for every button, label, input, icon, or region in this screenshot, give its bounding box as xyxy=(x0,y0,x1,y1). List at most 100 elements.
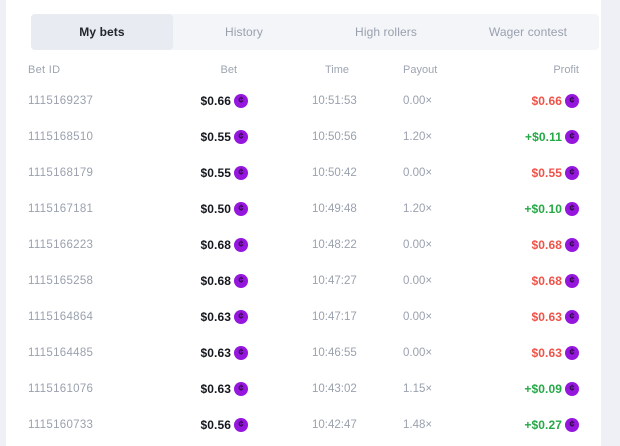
bet-payout: 1.20× xyxy=(403,131,433,143)
coin-icon: ¢ xyxy=(565,382,579,396)
bet-profit: +$0.11 xyxy=(525,130,562,144)
bet-profit-cell: $0.55 ¢ xyxy=(523,166,579,180)
bet-id-cell: 1115168510 xyxy=(28,131,94,143)
bet-time: 10:47:17 xyxy=(312,311,357,323)
bet-amount: $0.56 xyxy=(200,418,231,432)
bet-time: 10:49:48 xyxy=(312,203,357,215)
bet-amount: $0.55 xyxy=(200,130,231,144)
tab-wager-contest[interactable]: Wager contest xyxy=(488,25,568,39)
bet-row[interactable]: 1115165258 $0.68 ¢ 10:47:27 0.00× $0.68 ¢ xyxy=(6,263,601,299)
coin-icon: ¢ xyxy=(565,418,579,432)
bet-payout: 1.15× xyxy=(403,383,433,395)
bet-row[interactable]: 1115164864 $0.63 ¢ 10:47:17 0.00× $0.63 ¢ xyxy=(6,299,601,335)
bet-time: 10:50:42 xyxy=(312,167,357,179)
bet-id-cell: 1115165258 xyxy=(28,275,94,287)
bet-payout: 0.00× xyxy=(403,239,433,251)
bet-profit-cell: $0.68 ¢ xyxy=(523,238,579,252)
bet-amount-cell: $0.66 ¢ xyxy=(178,94,248,108)
bet-row[interactable]: 1115161076 $0.63 ¢ 10:43:02 1.15× +$0.09 ¢ xyxy=(6,371,601,407)
bet-profit-cell: +$0.11 ¢ xyxy=(523,130,579,144)
bet-payout: 0.00× xyxy=(403,275,433,287)
bet-time: 10:50:56 xyxy=(312,131,357,143)
bet-amount: $0.63 xyxy=(200,310,231,324)
header-time: Time xyxy=(325,64,350,76)
bet-row[interactable]: 1115168179 $0.55 ¢ 10:50:42 0.00× $0.55 ¢ xyxy=(6,155,601,191)
bet-id-cell: 1115160733 xyxy=(28,419,94,431)
bet-amount-cell: $0.50 ¢ xyxy=(178,202,248,216)
bet-time: 10:46:55 xyxy=(312,347,357,359)
bet-profit: $0.63 xyxy=(531,346,562,360)
table-header-row: Bet ID Bet Time Payout Profit xyxy=(6,57,601,83)
coin-icon: ¢ xyxy=(234,202,248,216)
bet-amount: $0.63 xyxy=(200,346,231,360)
bet-profit-cell: $0.63 ¢ xyxy=(523,346,579,360)
bet-payout: 0.00× xyxy=(403,167,433,179)
coin-icon: ¢ xyxy=(565,166,579,180)
coin-icon: ¢ xyxy=(565,274,579,288)
bet-id-cell: 1115164864 xyxy=(28,311,94,323)
coin-icon: ¢ xyxy=(565,202,579,216)
bet-id-cell: 1115161076 xyxy=(28,383,94,395)
bet-amount: $0.63 xyxy=(200,382,231,396)
bet-profit: +$0.27 xyxy=(524,418,562,432)
bet-id-cell: 1115168179 xyxy=(28,167,94,179)
bet-payout: 1.48× xyxy=(403,419,433,431)
bet-amount-cell: $0.68 ¢ xyxy=(178,238,248,252)
bet-profit-cell: $0.66 ¢ xyxy=(523,94,579,108)
bet-row[interactable]: 1115164485 $0.63 ¢ 10:46:55 0.00× $0.63 ¢ xyxy=(6,335,601,371)
bet-amount-cell: $0.55 ¢ xyxy=(178,130,248,144)
bet-profit-cell: $0.68 ¢ xyxy=(523,274,579,288)
bet-row[interactable]: 1115167181 $0.50 ¢ 10:49:48 1.20× +$0.10 ¢ xyxy=(6,191,601,227)
bet-amount-cell: $0.63 ¢ xyxy=(178,346,248,360)
bet-amount: $0.55 xyxy=(200,166,231,180)
coin-icon: ¢ xyxy=(234,274,248,288)
coin-icon: ¢ xyxy=(565,130,579,144)
bet-time: 10:42:47 xyxy=(312,419,357,431)
coin-icon: ¢ xyxy=(234,166,248,180)
bet-amount: $0.68 xyxy=(200,274,231,288)
bet-profit-cell: $0.63 ¢ xyxy=(523,310,579,324)
bets-panel: My bets History High rollers Wager conte… xyxy=(6,0,601,446)
coin-icon: ¢ xyxy=(234,94,248,108)
bet-row[interactable]: 1115166223 $0.68 ¢ 10:48:22 0.00× $0.68 ¢ xyxy=(6,227,601,263)
bet-amount: $0.68 xyxy=(200,238,231,252)
bet-amount-cell: $0.63 ¢ xyxy=(178,382,248,396)
bet-id-cell: 1115167181 xyxy=(28,203,94,215)
bet-id-cell: 1115166223 xyxy=(28,239,94,251)
coin-icon: ¢ xyxy=(234,238,248,252)
bet-amount: $0.66 xyxy=(200,94,231,108)
coin-icon: ¢ xyxy=(565,238,579,252)
bet-profit-cell: +$0.09 ¢ xyxy=(523,382,579,396)
coin-icon: ¢ xyxy=(234,310,248,324)
bet-amount: $0.50 xyxy=(200,202,231,216)
bet-profit-cell: +$0.10 ¢ xyxy=(523,202,579,216)
bet-time: 10:43:02 xyxy=(312,383,357,395)
header-bet: Bet xyxy=(220,64,237,76)
tab-high-rollers[interactable]: High rollers xyxy=(355,25,417,39)
bet-profit: $0.66 xyxy=(531,94,562,108)
tab-my-bets[interactable]: My bets xyxy=(31,14,173,50)
bet-row[interactable]: 1115169237 $0.66 ¢ 10:51:53 0.00× $0.66 ¢ xyxy=(6,83,601,119)
coin-icon: ¢ xyxy=(234,382,248,396)
bet-profit: +$0.10 xyxy=(524,202,562,216)
bet-payout: 0.00× xyxy=(403,95,433,107)
header-profit: Profit xyxy=(553,64,579,76)
bet-id-cell: 1115164485 xyxy=(28,347,94,359)
bets-table: Bet ID Bet Time Payout Profit 1115169237… xyxy=(6,57,601,443)
coin-icon: ¢ xyxy=(234,418,248,432)
bet-id-cell: 1115169237 xyxy=(28,95,94,107)
bet-profit: +$0.09 xyxy=(524,382,562,396)
bet-payout: 1.20× xyxy=(403,203,433,215)
coin-icon: ¢ xyxy=(565,94,579,108)
coin-icon: ¢ xyxy=(565,346,579,360)
bet-amount-cell: $0.63 ¢ xyxy=(178,310,248,324)
bet-amount-cell: $0.68 ¢ xyxy=(178,274,248,288)
bet-row[interactable]: 1115168510 $0.55 ¢ 10:50:56 1.20× +$0.11 ¢ xyxy=(6,119,601,155)
bet-profit: $0.68 xyxy=(531,274,562,288)
bets-tabbar: My bets History High rollers Wager conte… xyxy=(31,14,599,50)
bet-profit-cell: +$0.27 ¢ xyxy=(523,418,579,432)
bet-row[interactable]: 1115160733 $0.56 ¢ 10:42:47 1.48× +$0.27 ¢ xyxy=(6,407,601,443)
bet-amount-cell: $0.56 ¢ xyxy=(178,418,248,432)
tab-history[interactable]: History xyxy=(224,25,264,39)
bet-payout: 0.00× xyxy=(403,347,433,359)
